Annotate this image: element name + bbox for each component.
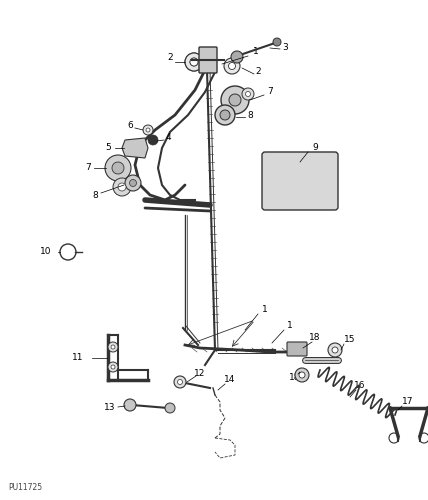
Circle shape <box>215 105 235 125</box>
Circle shape <box>174 376 186 388</box>
Text: 17: 17 <box>402 398 414 406</box>
Circle shape <box>165 403 175 413</box>
FancyBboxPatch shape <box>287 342 307 356</box>
Circle shape <box>108 342 118 352</box>
Circle shape <box>273 38 281 46</box>
Polygon shape <box>122 138 148 158</box>
Circle shape <box>178 380 182 384</box>
Text: 13: 13 <box>104 404 116 412</box>
Circle shape <box>143 125 153 135</box>
Text: 11: 11 <box>72 354 84 362</box>
Text: 5: 5 <box>105 144 111 152</box>
Text: 7: 7 <box>85 164 91 172</box>
Text: 1: 1 <box>262 306 268 314</box>
Circle shape <box>112 162 124 174</box>
Circle shape <box>231 51 243 63</box>
Circle shape <box>229 62 235 70</box>
Circle shape <box>190 58 198 66</box>
Circle shape <box>111 345 115 349</box>
Text: 18: 18 <box>309 334 321 342</box>
Text: 12: 12 <box>194 368 206 378</box>
Circle shape <box>113 178 131 196</box>
Circle shape <box>185 53 203 71</box>
Circle shape <box>124 399 136 411</box>
Text: 8: 8 <box>92 190 98 200</box>
Text: 15: 15 <box>344 336 356 344</box>
Bar <box>265 197 273 207</box>
Circle shape <box>111 365 115 369</box>
Circle shape <box>246 92 250 96</box>
Text: 1: 1 <box>287 320 293 330</box>
Text: 7: 7 <box>267 88 273 96</box>
Text: PU11725: PU11725 <box>8 483 42 492</box>
Text: 3: 3 <box>282 42 288 51</box>
Text: 18: 18 <box>289 374 301 382</box>
Text: 4: 4 <box>165 132 171 141</box>
Text: 9: 9 <box>312 144 318 152</box>
Text: 6: 6 <box>127 120 133 130</box>
Circle shape <box>224 58 240 74</box>
Text: 1: 1 <box>253 48 259 56</box>
FancyBboxPatch shape <box>199 47 217 73</box>
Circle shape <box>125 175 141 191</box>
Circle shape <box>221 86 249 114</box>
Circle shape <box>299 372 305 378</box>
Circle shape <box>118 183 126 191</box>
Circle shape <box>242 88 254 100</box>
Text: 2: 2 <box>255 68 261 76</box>
Circle shape <box>185 53 203 71</box>
Circle shape <box>190 58 198 66</box>
Text: 8: 8 <box>247 112 253 120</box>
Text: 10: 10 <box>40 248 52 256</box>
Circle shape <box>328 343 342 357</box>
Circle shape <box>130 180 137 186</box>
Circle shape <box>295 368 309 382</box>
Circle shape <box>229 94 241 106</box>
Circle shape <box>108 362 118 372</box>
Circle shape <box>148 135 158 145</box>
Circle shape <box>105 155 131 181</box>
Text: 2: 2 <box>167 54 173 62</box>
Text: 14: 14 <box>224 376 236 384</box>
FancyBboxPatch shape <box>262 152 338 210</box>
Circle shape <box>220 110 230 120</box>
Circle shape <box>332 347 338 353</box>
Circle shape <box>146 128 150 132</box>
Text: 16: 16 <box>354 380 366 390</box>
